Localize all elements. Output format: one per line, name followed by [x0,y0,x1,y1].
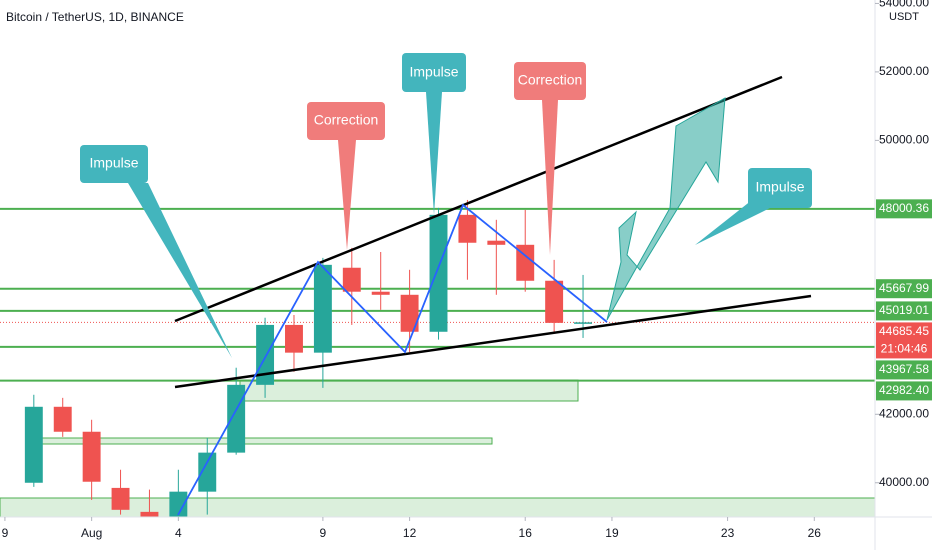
callout-pointer [338,140,356,250]
callout [402,53,466,92]
candle-body [285,324,303,353]
x-tick-label: 26 [808,526,822,540]
callout [307,102,385,140]
price-tag-label: 43967.58 [879,362,929,376]
price-tag-label: 45667.99 [879,281,929,295]
y-tick-label: 50000.00 [879,133,929,147]
x-tick-label: 4 [175,526,182,540]
x-tick-label: 16 [519,526,533,540]
countdown: 21:04:46 [881,342,928,356]
x-tick-label: 19 [605,526,619,540]
candle-body [545,280,564,323]
price-tag-label: 45019.01 [879,303,929,317]
price-tag [876,381,932,401]
zone [0,497,876,518]
y-tick-label: 42000.00 [879,406,929,420]
time-axis [0,517,875,550]
candle-body [400,294,419,332]
wave-path [177,203,608,516]
candle-body [574,322,593,324]
chart-title: Bitcoin / TetherUS, 1D, BINANCE [6,10,184,24]
candle-body [458,214,477,243]
callout-pointer [128,183,232,358]
y-tick-label: 40000.00 [879,475,929,489]
x-tick-label: 9 [320,526,327,540]
drawings [174,75,812,516]
candle-body [313,264,332,353]
callout-text: Correction [314,112,379,128]
candle-body [140,511,159,517]
candle-body [53,406,72,432]
price-tag-label: 48000.36 [879,201,929,215]
candle-body [256,324,275,385]
x-tick-label: Aug [81,526,102,540]
candle-body [371,291,390,295]
y-tick-label: 52000.00 [879,64,929,78]
candle-body [429,214,448,332]
candle-body [516,244,535,281]
axes: 48000.36 45667.99 45019.01 44685.45 21:04:46… [2,0,932,540]
candle-body [227,384,246,453]
price-tag [876,360,932,380]
x-tick-label: 12 [403,526,417,540]
x-tick-label: 9 [2,526,9,540]
candle-body [198,452,217,492]
price-tag [876,279,932,299]
candle-body [82,431,101,482]
candle-body [487,240,506,245]
callout [748,168,812,208]
candle-body [342,267,361,292]
candle-body [111,487,130,510]
price-tag [876,322,932,359]
trend-line [174,294,812,389]
zone [239,379,579,402]
callout-pointer [695,200,770,245]
callout-pointer [426,92,442,215]
price-tag [876,301,932,321]
projection-arrow [606,97,726,321]
price-tag-label: 44685.45 [879,324,929,338]
callout-text: Correction [518,72,583,88]
trend-line [174,75,783,323]
price-tag-label: 42982.40 [879,383,929,397]
callout-text: Impulse [755,179,804,195]
currency: USDT [889,11,919,23]
candle-body [24,406,43,483]
zone [39,437,493,445]
callout [514,62,586,100]
callout-text: Impulse [409,64,458,80]
price-axis [875,0,932,550]
price-tag [876,199,932,219]
x-tick-label: 23 [721,526,735,540]
callout-text: Impulse [89,155,138,171]
callout-pointer [542,100,558,255]
y-tick-label: 54000.00 [879,0,929,10]
callouts: Impulse Correction Impulse Correction Im… [80,53,812,358]
callout [80,145,148,183]
